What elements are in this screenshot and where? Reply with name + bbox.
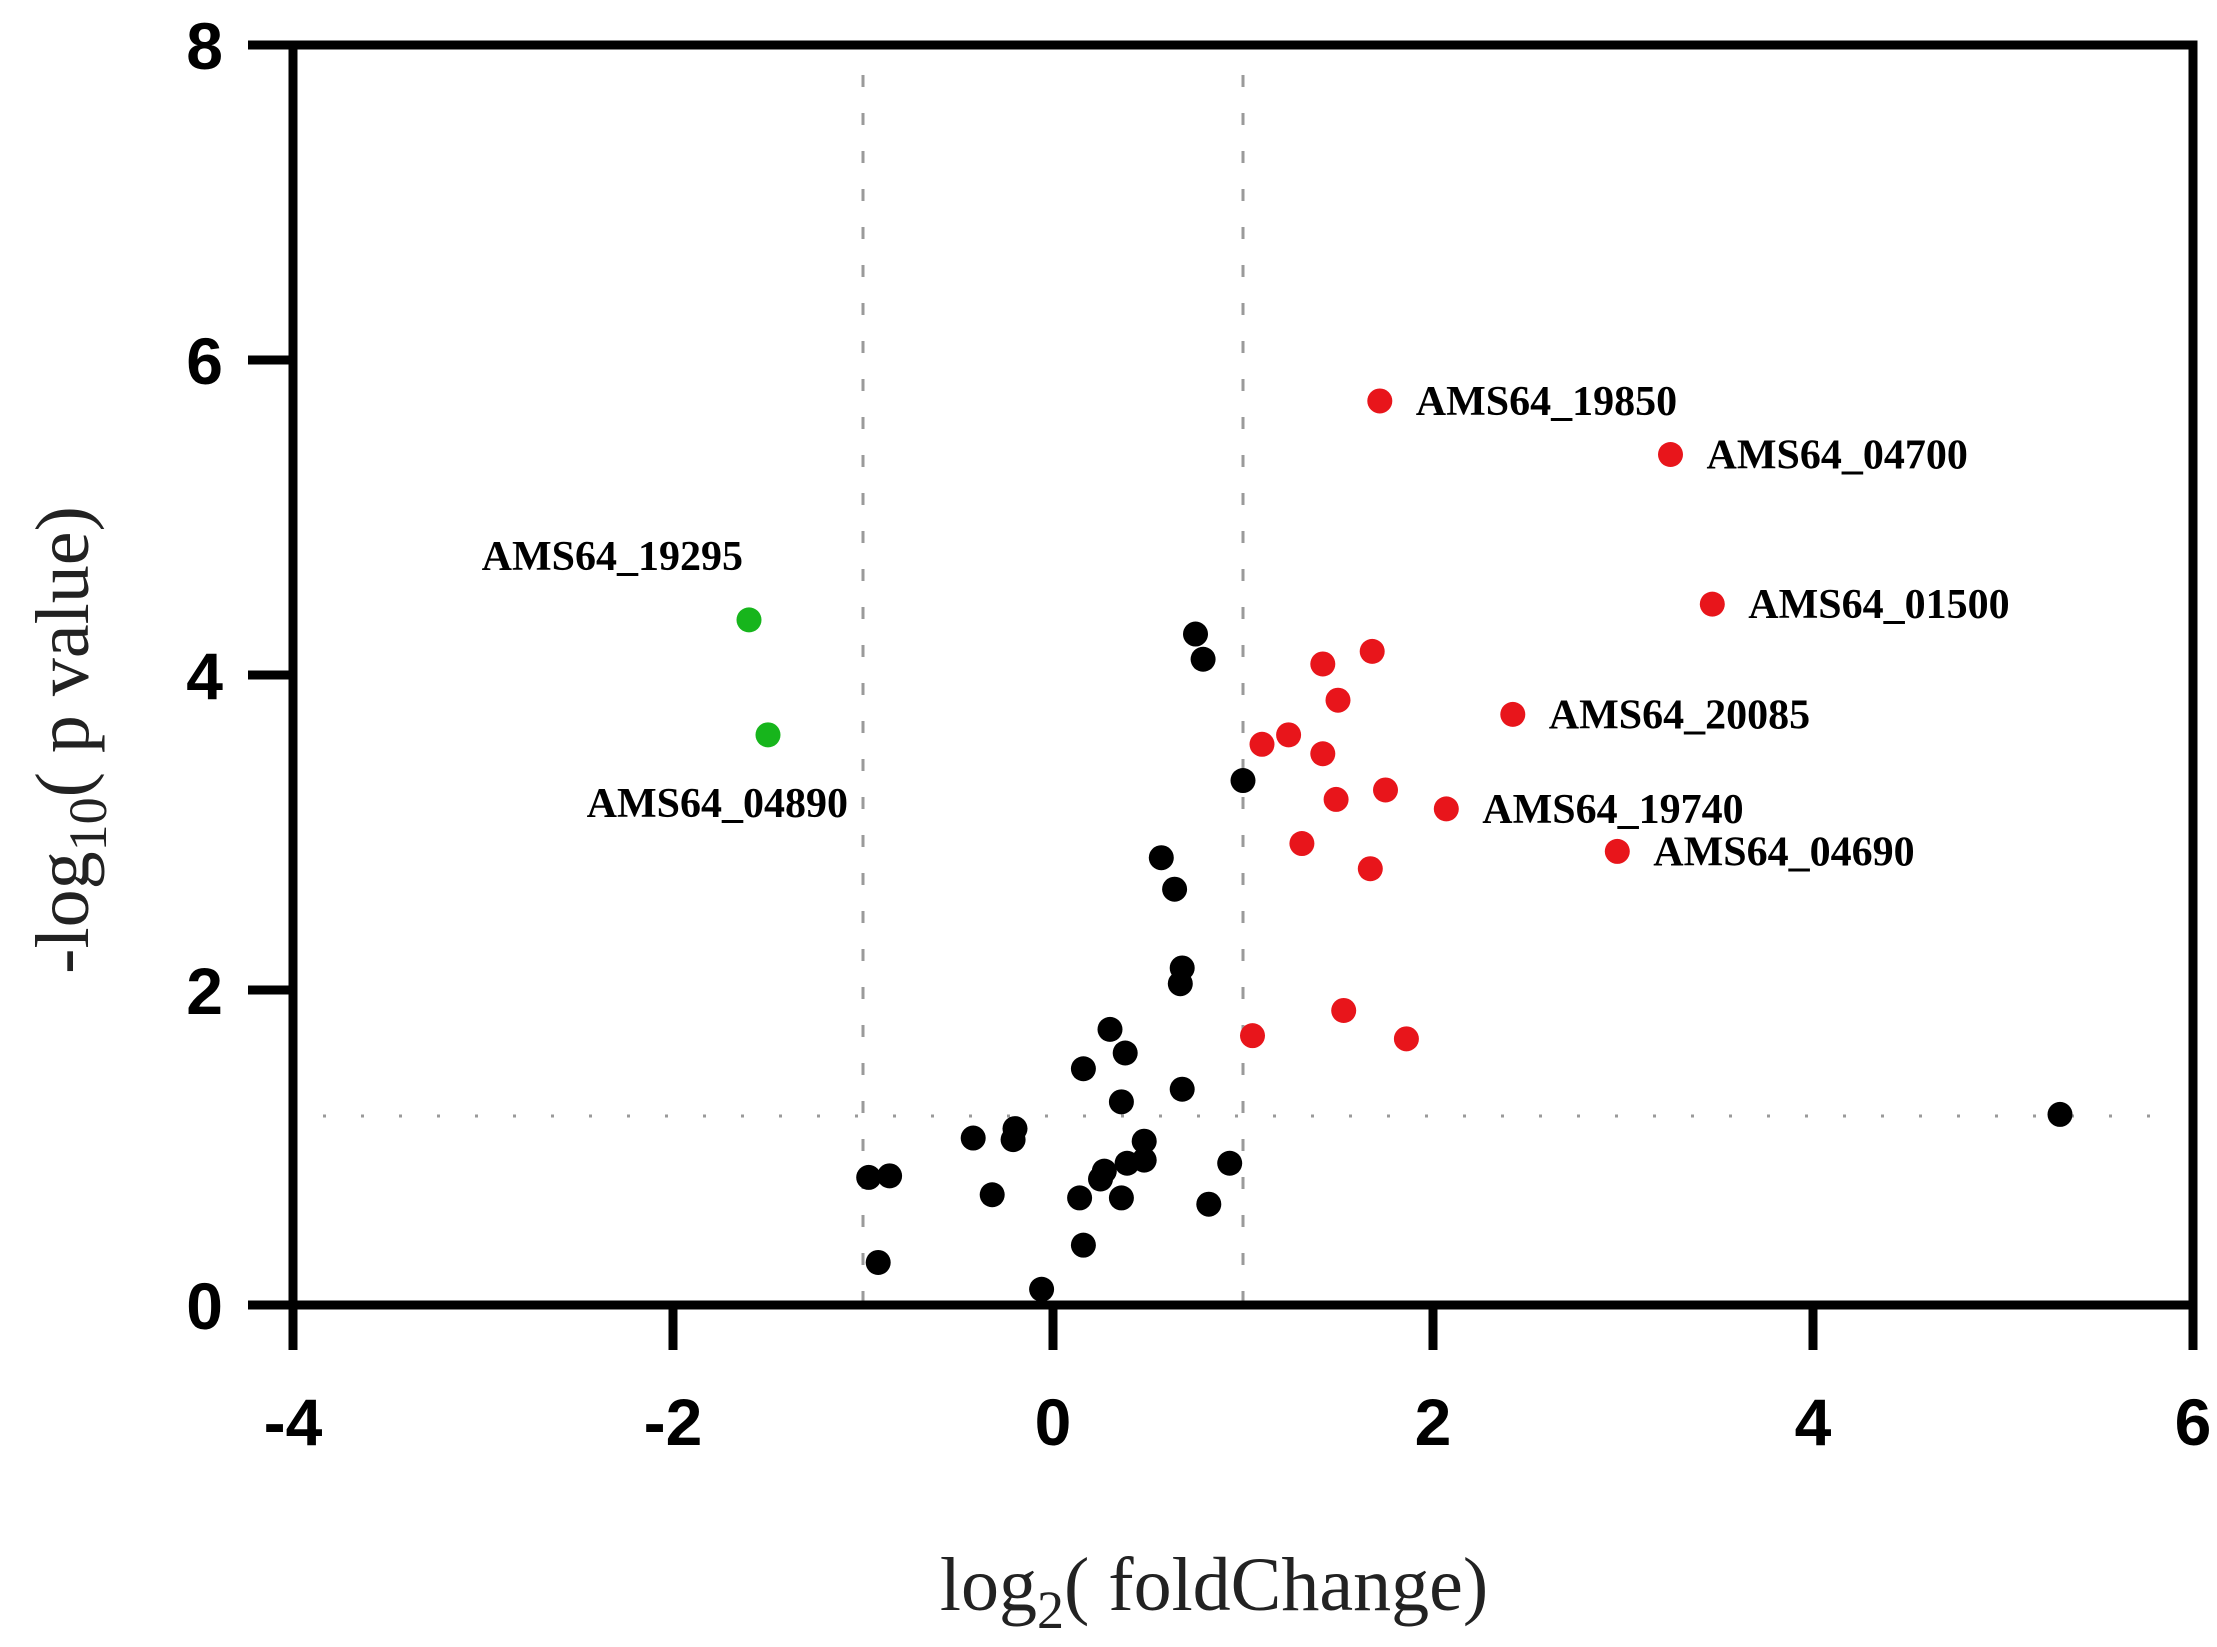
point-label-AMS64_04690: AMS64_04690 — [1653, 829, 1914, 875]
ns-point-2 — [1230, 768, 1256, 794]
ns-point-8 — [1070, 1056, 1096, 1082]
point-label-AMS64_20085: AMS64_20085 — [1549, 692, 1810, 738]
point-label-AMS64_19295: AMS64_19295 — [482, 534, 743, 580]
ns-point-0 — [1183, 621, 1208, 647]
x-axis-title: log2( foldChange) — [940, 1543, 1488, 1640]
up-point-12 — [1373, 777, 1398, 803]
up-point-15 — [1357, 856, 1383, 882]
ns-point-6 — [1167, 971, 1193, 997]
x-tick-label-5: 6 — [2175, 1385, 2212, 1459]
point-label-AMS64_19740: AMS64_19740 — [1482, 787, 1743, 833]
y-tick-label-3: 6 — [186, 324, 223, 398]
ns-point-1 — [1190, 646, 1216, 672]
up-point-16 — [1240, 1023, 1265, 1049]
ns-point-22 — [1217, 1150, 1243, 1176]
ns-point-25 — [1108, 1185, 1134, 1211]
x-tick-label-0: -4 — [264, 1385, 323, 1459]
ns-point-23 — [979, 1182, 1005, 1208]
ns-point-20 — [856, 1164, 882, 1190]
ns-point-3 — [1148, 845, 1174, 871]
down-point-0 — [736, 607, 762, 633]
ns-point-11 — [1108, 1089, 1134, 1115]
y-axis-title-subscript: 10 — [58, 797, 118, 851]
up-point-17 — [1331, 997, 1357, 1023]
ns-point-15 — [1131, 1128, 1157, 1154]
point-label-AMS64_04890: AMS64_04890 — [587, 781, 848, 827]
up-point-7 — [1310, 651, 1336, 677]
ns-point-28 — [865, 1249, 891, 1275]
ns-point-27 — [1070, 1232, 1096, 1258]
ns-point-30 — [2047, 1101, 2073, 1127]
data-points — [736, 388, 2073, 1302]
x-tick-label-2: 0 — [1035, 1385, 1072, 1459]
up-point-10 — [1276, 722, 1302, 748]
point-label-AMS64_19850: AMS64_19850 — [1416, 379, 1677, 425]
up-point-6 — [1359, 638, 1385, 664]
axis-ticks: -4 -2 0 2 4 6 0 2 4 6 8 — [186, 9, 2211, 1459]
y-axis-title-suffix: ( p value) — [21, 506, 105, 797]
ns-point-4 — [1162, 876, 1188, 902]
up-point-0 — [1367, 388, 1393, 414]
up-point-13 — [1323, 786, 1349, 812]
up-point-5 — [1604, 838, 1630, 864]
y-tick-label-2: 4 — [186, 639, 223, 713]
threshold-lines — [323, 75, 2183, 1305]
up-point-11 — [1310, 741, 1336, 767]
up-point-3 — [1500, 701, 1526, 727]
x-tick-label-1: -2 — [644, 1385, 703, 1459]
x-axis-title-subscript: 2 — [1037, 1580, 1064, 1640]
x-tick-label-4: 4 — [1795, 1385, 1832, 1459]
x-axis-title-prefix: log — [940, 1543, 1037, 1627]
down-point-1 — [755, 722, 781, 748]
point-label-AMS64_01500: AMS64_01500 — [1748, 582, 2009, 628]
ns-point-17 — [1114, 1150, 1140, 1176]
ns-point-21 — [877, 1163, 903, 1189]
up-point-8 — [1325, 687, 1351, 713]
y-axis-title: -log10( p value) — [21, 506, 118, 974]
y-axis-title-prefix: -log — [21, 851, 105, 973]
ns-point-14 — [960, 1125, 986, 1151]
point-label-AMS64_04700: AMS64_04700 — [1707, 433, 1968, 479]
up-point-14 — [1289, 831, 1315, 857]
x-axis-title-suffix: ( foldChange) — [1064, 1543, 1488, 1627]
up-point-18 — [1393, 1026, 1419, 1052]
up-point-4 — [1433, 796, 1459, 822]
up-point-1 — [1658, 442, 1683, 467]
ns-point-7 — [1097, 1016, 1123, 1042]
up-point-2 — [1699, 591, 1725, 617]
ns-point-19 — [1088, 1166, 1113, 1192]
ns-point-26 — [1196, 1191, 1222, 1217]
ns-point-29 — [1029, 1276, 1055, 1302]
ns-point-13 — [1000, 1127, 1026, 1153]
ns-point-24 — [1067, 1185, 1093, 1211]
up-point-9 — [1249, 731, 1275, 757]
y-tick-label-0: 0 — [186, 1269, 223, 1343]
ns-point-10 — [1169, 1076, 1195, 1102]
x-tick-label-3: 2 — [1415, 1385, 1452, 1459]
point-labels: AMS64_19295 AMS64_04890 AMS64_19850 AMS64_0… — [482, 379, 2010, 875]
ns-point-9 — [1112, 1040, 1138, 1066]
y-tick-label-4: 8 — [186, 9, 223, 83]
y-tick-label-1: 2 — [186, 954, 223, 1028]
